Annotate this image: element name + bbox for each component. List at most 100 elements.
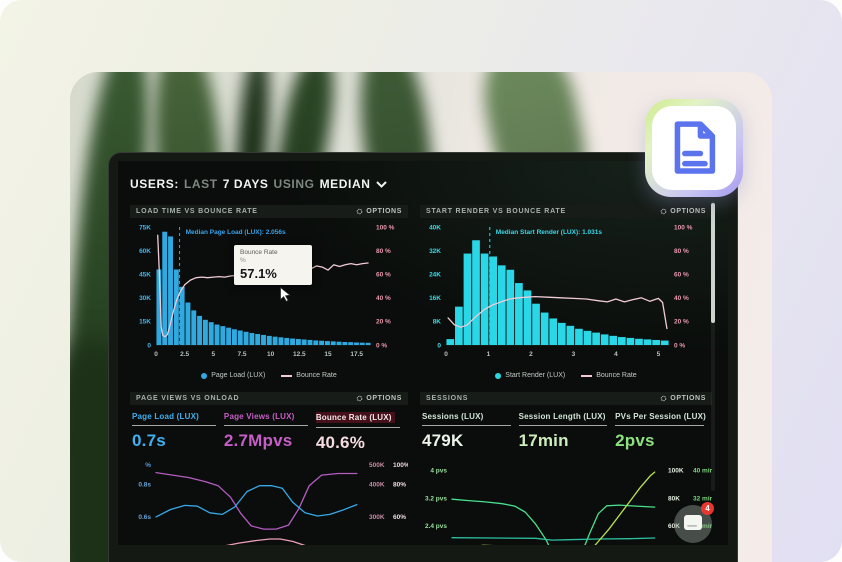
dashboard-screen: USERS: LAST 7 DAYS USING MEDIAN LOAD TIM… [118,161,728,545]
svg-text:3.2 pvs: 3.2 pvs [425,495,447,502]
chat-bubble-icon [684,515,702,530]
svg-text:0: 0 [437,342,441,349]
options-button[interactable]: OPTIONS [660,208,706,215]
header-range-value: 7 DAYS [222,177,269,191]
svg-text:0: 0 [154,351,158,358]
svg-text:100%: 100% [393,462,408,469]
document-icon-badge[interactable] [645,99,743,197]
svg-text:16K: 16K [429,295,441,302]
svg-text:100 %: 100 % [376,224,395,231]
start-render-chart: 40K 32K 24K 16K 8K 0 100 % 80 % 60 % 40 % 20 % 0 % 0… [429,224,693,358]
svg-text:0.8s: 0.8s [138,481,151,488]
metric-sessions: Sessions (LUX) 479K [422,412,519,451]
svg-text:75K: 75K [139,224,151,231]
svg-text:80%: 80% [393,481,406,488]
svg-text:0 %: 0 % [376,342,387,349]
panel-start-render-vs-bounce-rate: START RENDER VS BOUNCE RATE OPTIONS 40K 3… [420,205,712,389]
svg-text:20 %: 20 % [674,319,689,326]
svg-text:80 %: 80 % [674,248,689,255]
users-range-dropdown[interactable]: USERS: LAST 7 DAYS USING MEDIAN [130,177,387,191]
svg-text:60K: 60K [668,523,680,530]
svg-text:80K: 80K [668,495,680,502]
svg-text:60 %: 60 % [674,272,689,279]
panel-sessions: SESSIONS OPTIONS Sessions (LUX) 479K [420,392,712,545]
svg-text:4: 4 [614,351,618,358]
svg-text:15K: 15K [139,319,151,326]
svg-text:15: 15 [324,351,332,358]
chat-button[interactable]: 4 [674,502,714,543]
svg-text:4 pvs: 4 pvs [430,468,447,475]
metrics-row: Page Load (LUX) 0.7s Page Views (LUX) 2.… [132,412,408,453]
svg-text:45K: 45K [139,272,151,279]
svg-text:40 %: 40 % [674,295,689,302]
svg-text:300K: 300K [369,514,385,521]
header-prefix: USERS: [130,177,179,191]
chevron-down-icon [375,180,387,188]
scrollbar-track [711,201,715,491]
chart-legend: Start Render (LUX) Bounce Rate [420,372,712,379]
svg-text:10: 10 [267,351,275,358]
metric-session-length: Session Length (LUX) 17min [518,412,608,450]
gear-icon [356,208,363,215]
svg-text:100 %: 100 % [674,224,693,231]
svg-text:40 min: 40 min [693,468,712,475]
metric-page-views: Page Views (LUX) 2.7Mpvs [223,412,316,453]
header-agg-label: USING [273,177,315,191]
options-button[interactable]: OPTIONS [356,395,402,402]
panel-page-views-vs-onload: PAGE VIEWS VS ONLOAD OPTIONS Page Load (… [130,392,408,545]
svg-text:60%: 60% [393,514,406,521]
svg-text:24 min: 24 min [693,523,712,530]
svg-text:%: % [145,462,151,469]
svg-text:5: 5 [212,351,216,358]
svg-text:0.6s: 0.6s [138,514,151,521]
document-icon [674,121,716,174]
metric-page-load: Page Load (LUX) 0.7s [132,412,224,453]
scrollbar-thumb[interactable] [711,203,715,323]
svg-text:1: 1 [487,351,491,358]
svg-text:0 %: 0 % [674,342,685,349]
header-range-label: LAST [183,177,218,191]
svg-text:17.5: 17.5 [350,351,363,358]
svg-text:Median Page Load (LUX): 2.056s: Median Page Load (LUX): 2.056s [186,229,286,236]
panel-title: START RENDER VS BOUNCE RATE [426,208,566,215]
svg-text:80 %: 80 % [376,248,391,255]
svg-text:3: 3 [572,351,576,358]
chat-unread-badge: 4 [701,502,714,515]
svg-text:0: 0 [444,351,448,358]
svg-text:32K: 32K [429,248,441,255]
svg-text:7.5: 7.5 [237,351,246,358]
panel-title: SESSIONS [426,395,469,402]
svg-text:60K: 60K [139,248,151,255]
panel-title: LOAD TIME VS BOUNCE RATE [136,208,258,215]
svg-text:20 %: 20 % [376,319,391,326]
mouse-cursor-icon [280,287,291,302]
options-button[interactable]: OPTIONS [660,395,706,402]
gear-icon [660,395,667,402]
svg-text:2.5: 2.5 [180,351,189,358]
svg-text:100K: 100K [668,468,684,475]
metric-bounce-rate: Bounce Rate (LUX) 40.6% [315,412,408,453]
gear-icon [660,208,667,215]
options-button[interactable]: OPTIONS [356,208,402,215]
metric-pvs-per-session: PVs Per Session (LUX) 2pvs [615,412,707,450]
page-views-onload-chart: %0.8s0.6s0.4s500K100%400K80%300K60%200K4… [138,462,408,545]
svg-text:0: 0 [147,342,151,349]
chart-legend: Page Load (LUX) Bounce Rate [130,372,408,379]
panel-load-time-vs-bounce-rate: LOAD TIME VS BOUNCE RATE OPTIONS 75K 60K 4… [130,205,408,389]
svg-text:40K: 40K [429,224,441,231]
svg-text:Median Start Render (LUX): 1.0: Median Start Render (LUX): 1.031s [496,229,603,236]
svg-text:500K: 500K [369,462,385,469]
metrics-row: Sessions (LUX) 479K Session Length (LUX)… [422,412,712,451]
header-agg-value: MEDIAN [319,177,371,191]
svg-text:40 %: 40 % [376,295,391,302]
svg-text:2.4 pvs: 2.4 pvs [425,523,447,530]
panel-title: PAGE VIEWS VS ONLOAD [136,395,240,402]
svg-text:12.5: 12.5 [293,351,306,358]
svg-text:60 %: 60 % [376,272,391,279]
bounce-rate-tooltip: Bounce Rate % 57.1% [234,245,312,285]
svg-text:24K: 24K [429,272,441,279]
svg-text:400K: 400K [369,481,385,488]
svg-text:32 min: 32 min [693,495,712,502]
